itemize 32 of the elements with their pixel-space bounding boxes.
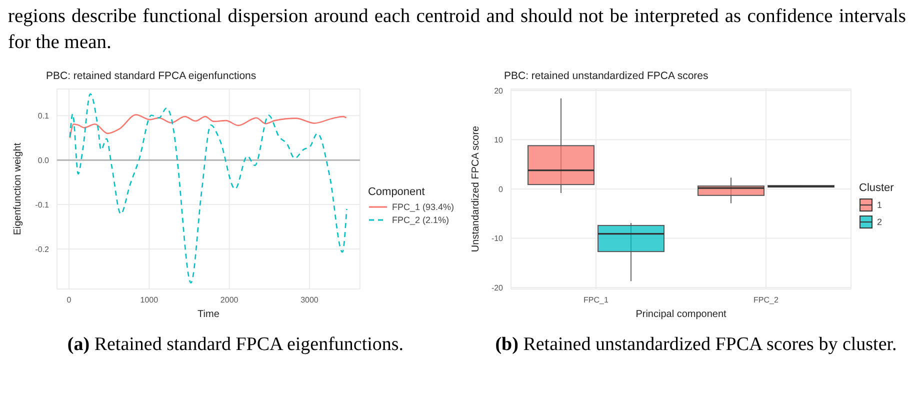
x-tick-label: 1000 — [140, 296, 159, 305]
y-tick-label: 20 — [494, 86, 504, 96]
text: (a) Retained standard FPCA eigenfunctions. — [67, 334, 404, 355]
x-tick-label: 2000 — [220, 296, 239, 305]
x-tick-label: FPC_1 — [584, 296, 609, 305]
legend-label: FPC_1 (93.4%) — [392, 202, 454, 212]
y-tick-label: 0 — [498, 184, 504, 194]
y-tick-label: -20 — [491, 283, 504, 292]
x-tick-label: 3000 — [300, 296, 319, 305]
legend-title: Component — [368, 186, 426, 198]
line-series — [69, 93, 348, 284]
y-axis-title: Eigenfunction weight — [12, 142, 24, 236]
chart-title: PBC: retained unstandardized FPCA scores — [503, 70, 710, 84]
y-tick-label: 0.0 — [38, 156, 50, 165]
chart-title: PBC: retained standard FPCA eigenfunctions — [45, 70, 258, 84]
y-tick-label: 10 — [494, 136, 504, 145]
text: regions describe functional dispersion around each centroid and should not be interpreted as confidence intervals for the mean. — [8, 6, 906, 53]
x-tick-label: FPC_2 — [754, 296, 779, 305]
text: (b) Retained unstandardized FPCA scores by cluster. — [495, 334, 897, 355]
legend-label: 1 — [877, 200, 882, 210]
legend-label: 2 — [877, 216, 882, 226]
x-axis-title: Time — [198, 309, 220, 320]
y-axis-title: Unstandardized FPCA score — [470, 125, 482, 252]
y-tick-label: 0.1 — [38, 112, 50, 121]
line-series — [69, 114, 347, 139]
x-axis-title: Principal component — [636, 309, 727, 320]
y-tick-label: -0.1 — [35, 200, 50, 210]
x-tick-label: 0 — [66, 296, 72, 305]
legend-title: Cluster — [859, 182, 895, 194]
legend-label: FPC_2 (2.1%) — [392, 214, 449, 224]
y-tick-label: -0.2 — [35, 244, 50, 254]
y-tick-label: -10 — [491, 234, 504, 244]
